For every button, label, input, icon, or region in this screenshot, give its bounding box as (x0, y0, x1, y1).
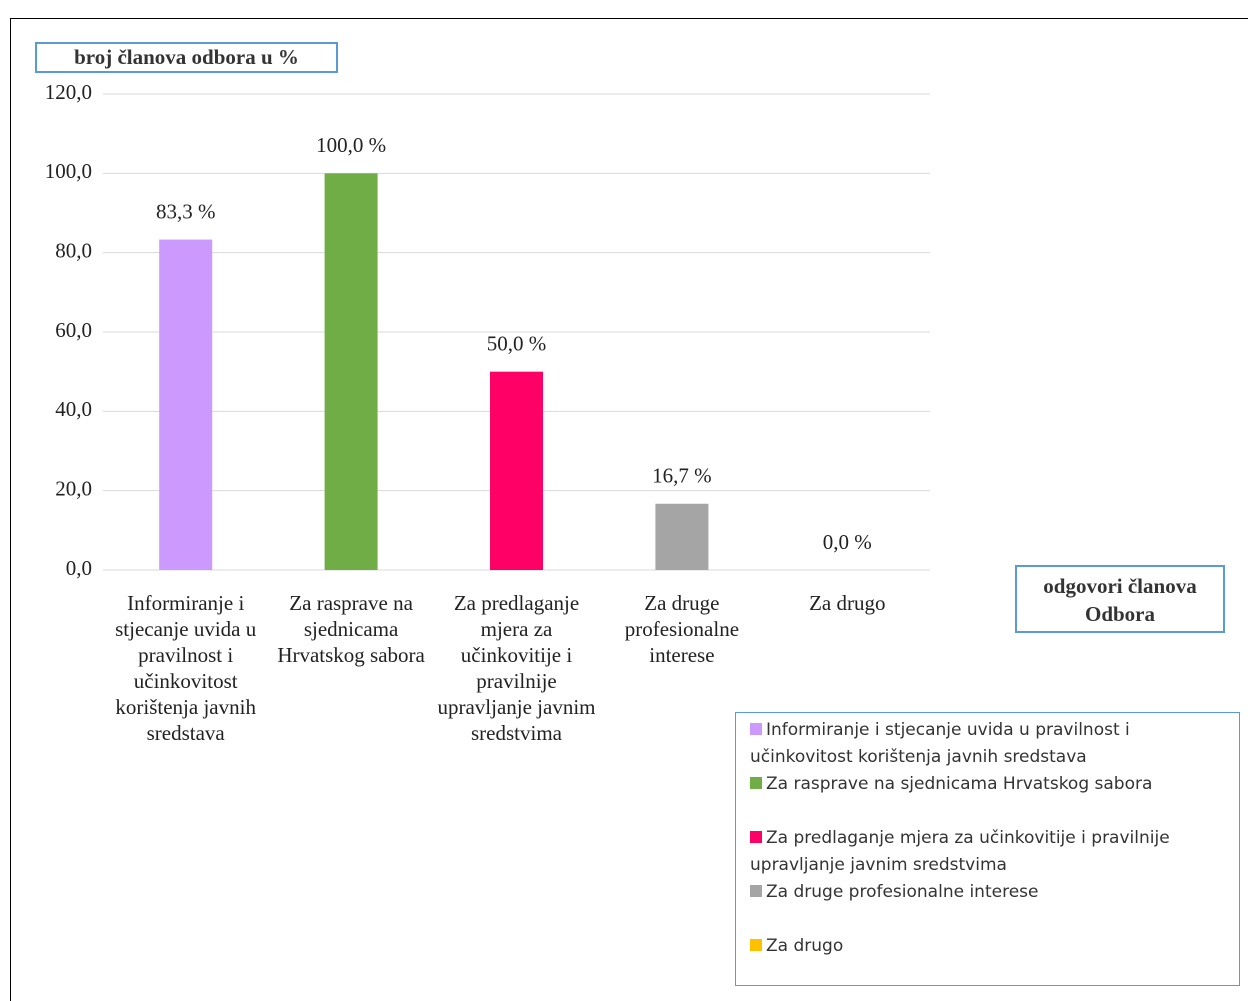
legend-item: Informiranje i stjecanje uvida u praviln… (750, 717, 1229, 771)
x-tick-label: Za druge profesionalne interese (624, 591, 740, 667)
y-tick-label: 100,0 (45, 159, 92, 183)
legend-swatch (750, 885, 762, 897)
y-tick-label: 80,0 (55, 238, 92, 262)
legend-label: Za drugo (766, 936, 844, 956)
legend-swatch (750, 777, 762, 789)
y-tick-label: 0,0 (66, 556, 92, 580)
x-axis-title: odgovori članova Odbora (1015, 565, 1225, 633)
data-label: 16,7 % (652, 464, 712, 488)
legend-swatch (750, 939, 762, 951)
bar (159, 239, 213, 570)
bar (490, 371, 543, 570)
y-tick-label: 40,0 (55, 397, 92, 421)
y-tick-label: 120,0 (45, 80, 92, 104)
x-tick-label: Informiranje i stjecanje uvida u praviln… (115, 591, 257, 745)
legend-item: Za rasprave na sjednicama Hrvatskog sabo… (750, 771, 1229, 825)
legend-swatch (750, 831, 762, 843)
legend-label: Za druge profesionalne interese (766, 882, 1039, 902)
legend-item: Za predlaganje mjera za učinkovitije i p… (750, 825, 1229, 879)
data-label: 100,0 % (316, 133, 386, 157)
legend-item: Za druge profesionalne interese (750, 879, 1229, 933)
data-label: 50,0 % (487, 331, 547, 355)
legend-item: Za drugo (750, 933, 1229, 987)
legend-label: Za rasprave na sjednicama Hrvatskog sabo… (766, 774, 1153, 794)
legend-label: Za predlaganje mjera za učinkovitije i p… (750, 828, 1170, 875)
bar (655, 503, 709, 570)
data-label: 83,3 % (156, 199, 216, 223)
x-tick-label: Za predlaganje mjera za učinkovitije i p… (437, 591, 596, 745)
bar (324, 173, 378, 571)
legend-swatch (750, 723, 762, 735)
y-tick-label: 60,0 (55, 318, 92, 342)
chart-frame (10, 18, 1248, 1001)
y-tick-label: 20,0 (55, 476, 92, 500)
x-tick-label: Za rasprave na sjednicama Hrvatskog sabo… (277, 591, 425, 667)
legend: Informiranje i stjecanje uvida u praviln… (735, 712, 1240, 986)
data-label: 0,0 % (823, 530, 872, 554)
y-axis-title: broj članova odbora u % (35, 42, 338, 73)
legend-label: Informiranje i stjecanje uvida u praviln… (750, 720, 1130, 767)
x-tick-label: Za drugo (809, 591, 886, 615)
